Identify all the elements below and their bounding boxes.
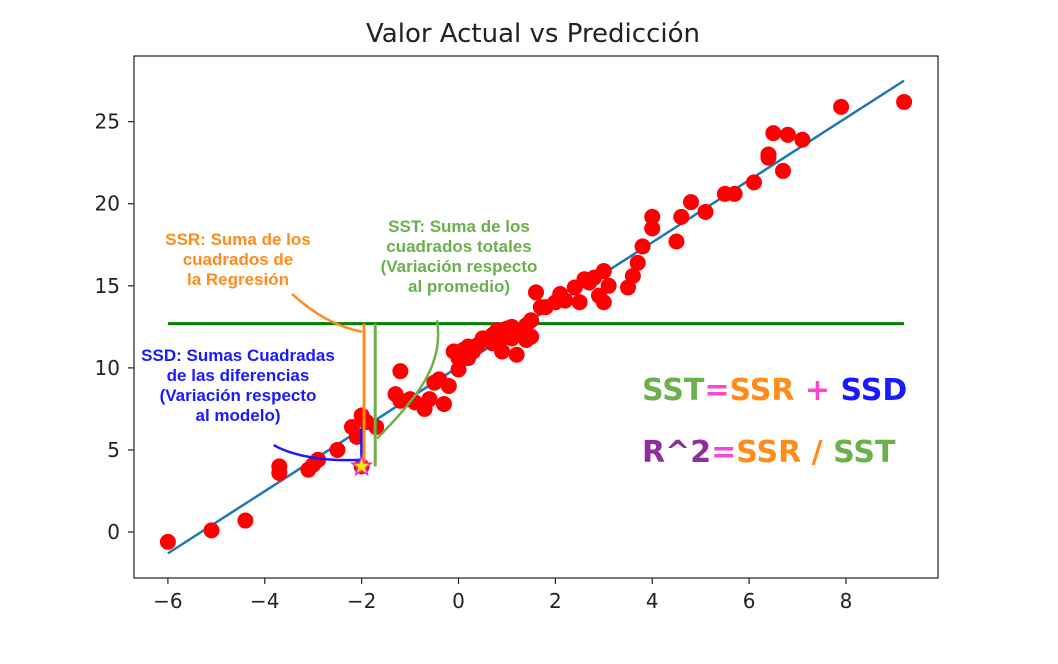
data-point <box>508 346 525 363</box>
data-point <box>237 512 254 529</box>
x-tick-label: 6 <box>743 589 756 613</box>
data-point <box>644 220 661 237</box>
formula-r2: R^2=SSR / SST <box>642 435 896 470</box>
data-point <box>595 294 612 311</box>
y-tick-label: 15 <box>95 274 120 298</box>
sst-annotation: SST: Suma de los cuadrados totales (Variac… <box>381 217 538 296</box>
data-point <box>203 522 220 539</box>
highlight-star-icon <box>350 454 374 477</box>
chart-title: Valor Actual vs Predicción <box>366 19 700 49</box>
y-tick-label: 20 <box>95 192 120 216</box>
ssd-annotation: SSD: Sumas Cuadradas de las diferencias (V… <box>141 346 335 425</box>
data-point <box>571 294 588 311</box>
data-point <box>159 533 176 550</box>
data-point <box>644 208 661 225</box>
data-point <box>760 146 777 163</box>
data-point <box>765 125 782 142</box>
ssr-connector <box>291 293 363 334</box>
data-point <box>668 233 685 250</box>
data-point <box>310 451 327 468</box>
data-point <box>557 292 574 309</box>
data-point <box>833 98 850 115</box>
x-tick-label: −4 <box>250 589 279 613</box>
data-point <box>450 361 467 378</box>
plot-frame <box>133 55 939 579</box>
formula-sst: SST=SSR + SSD <box>642 373 907 408</box>
data-point <box>682 194 699 211</box>
y-tick-label: 25 <box>95 110 120 134</box>
data-point <box>271 458 288 475</box>
x-tick-label: 4 <box>646 589 659 613</box>
data-point <box>523 328 540 345</box>
x-tick-label: 2 <box>549 589 562 613</box>
x-tick-label: −6 <box>153 589 182 613</box>
data-point <box>523 312 540 329</box>
y-tick-label: 0 <box>107 520 120 544</box>
x-tick-label: 8 <box>840 589 853 613</box>
y-tick-label: 5 <box>107 438 120 462</box>
data-point <box>629 254 646 271</box>
data-point <box>673 208 690 225</box>
data-point <box>440 377 457 394</box>
data-point <box>779 126 796 143</box>
ssr-annotation: SSR: Suma de los cuadrados de la Regresión <box>165 230 310 289</box>
x-tick-label: −2 <box>347 589 376 613</box>
data-point <box>775 162 792 179</box>
data-point <box>697 203 714 220</box>
sst-connector <box>376 320 440 440</box>
y-tick-label: 10 <box>95 356 120 380</box>
x-tick-label: 0 <box>452 589 465 613</box>
data-point <box>392 363 409 380</box>
data-point <box>421 391 438 408</box>
data-point <box>745 174 762 191</box>
data-point <box>726 185 743 202</box>
ssd-connector <box>273 443 360 462</box>
data-point <box>595 263 612 280</box>
data-point <box>634 238 651 255</box>
data-point <box>794 131 811 148</box>
data-point <box>435 396 452 412</box>
data-point <box>528 284 544 301</box>
data-point <box>600 277 617 294</box>
data-point <box>896 93 913 110</box>
data-point <box>329 441 346 458</box>
data-point <box>624 267 641 284</box>
data-point <box>494 343 511 360</box>
